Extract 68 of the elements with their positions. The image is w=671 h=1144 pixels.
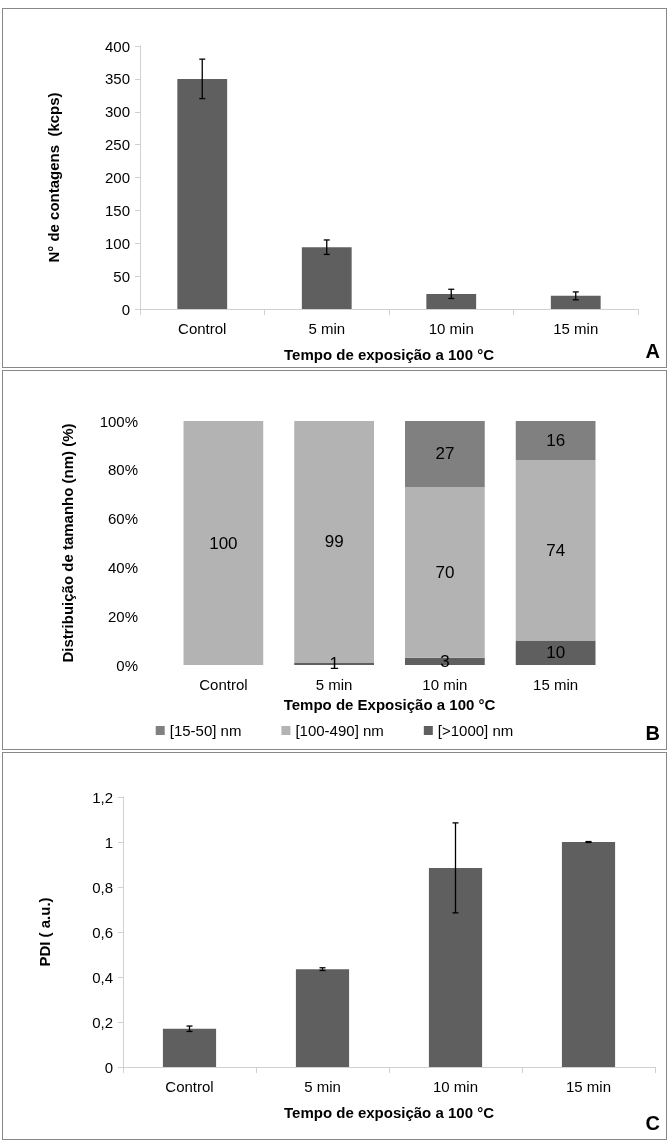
x-tick-label: 10 min <box>432 1078 479 1095</box>
x-tick-label: Control <box>199 676 248 693</box>
bar <box>426 293 477 309</box>
y-tick-label: 0,4 <box>92 968 113 986</box>
y-tick-label: 100 <box>104 234 130 252</box>
bar <box>405 421 485 487</box>
x-tick-label: 5 min <box>315 676 353 693</box>
y-tick-label: 1 <box>104 833 113 851</box>
x-tick-label: 5 min <box>304 1078 341 1095</box>
x-tick-label: 15 min <box>565 1078 612 1095</box>
y-tick-label: 60% <box>107 510 138 528</box>
x-tick-label: Control <box>165 1078 214 1095</box>
bar <box>515 421 596 461</box>
y-tick-label: 0,2 <box>92 1013 113 1031</box>
y-axis-title: Distribuição de tamanho (nm) (%) <box>58 423 76 663</box>
x-tick-label: 15 min <box>553 320 599 337</box>
y-tick-label: 150 <box>104 201 130 219</box>
bar <box>301 247 352 309</box>
bar <box>295 969 350 1067</box>
data-label: 16 <box>546 431 566 451</box>
data-label: 27 <box>435 444 455 464</box>
bar <box>515 640 596 665</box>
legend-label: [>1000] nm <box>437 722 514 739</box>
x-tick-label: Control <box>178 320 227 337</box>
data-label: 10 <box>546 643 566 663</box>
data-label: 99 <box>324 532 344 552</box>
data-label: 100 <box>209 533 238 553</box>
y-tick-label: 0,6 <box>92 923 113 941</box>
x-tick-label: 10 min <box>422 676 468 693</box>
y-tick-label: 300 <box>104 103 130 121</box>
y-tick-label: 0,8 <box>92 878 113 896</box>
x-tick-label: 10 min <box>428 320 474 337</box>
y-tick-label: 1,2 <box>92 788 113 806</box>
y-tick-label: 0% <box>116 656 138 674</box>
x-tick-label: 15 min <box>533 676 579 693</box>
y-tick-label: 0 <box>121 300 130 318</box>
text: B <box>645 722 661 744</box>
x-axis-title: Tempo de Exposição a 100 °C <box>283 695 496 713</box>
bar <box>515 460 596 641</box>
data-label: 74 <box>546 540 566 560</box>
text: A <box>645 340 661 362</box>
y-tick-label: 200 <box>104 169 130 186</box>
bar <box>183 421 264 665</box>
bar <box>550 295 601 309</box>
x-axis-title: Tempo de exposição a 100 °C <box>284 1104 495 1121</box>
y-tick-label: 20% <box>107 607 138 625</box>
y-tick-label: 0 <box>104 1058 113 1076</box>
y-tick-label: 350 <box>104 70 130 88</box>
y-axis-title: N° de contagens (kcps) <box>44 92 62 263</box>
bar <box>162 1028 217 1067</box>
x-tick-label: 5 min <box>308 320 346 337</box>
y-axis-title: PDI ( a.u.) <box>35 897 53 967</box>
bar <box>561 842 616 1067</box>
bar <box>405 657 485 665</box>
bar <box>428 867 483 1067</box>
legend-label: [100-490] nm <box>295 722 384 739</box>
legend-label: [15-50] nm <box>169 722 242 739</box>
data-label: 70 <box>435 562 455 582</box>
y-tick-label: 100% <box>99 412 138 430</box>
x-axis-title: Tempo de exposição a 100 °C <box>284 346 495 363</box>
y-tick-label: 40% <box>107 558 138 576</box>
y-tick-label: 400 <box>104 37 130 55</box>
y-tick-label: 80% <box>107 461 138 479</box>
y-tick-label: 50 <box>113 267 130 285</box>
y-tick-label: 250 <box>104 136 130 154</box>
data-label: 1 <box>329 654 339 674</box>
text: C <box>645 1112 661 1134</box>
bar <box>177 78 228 309</box>
